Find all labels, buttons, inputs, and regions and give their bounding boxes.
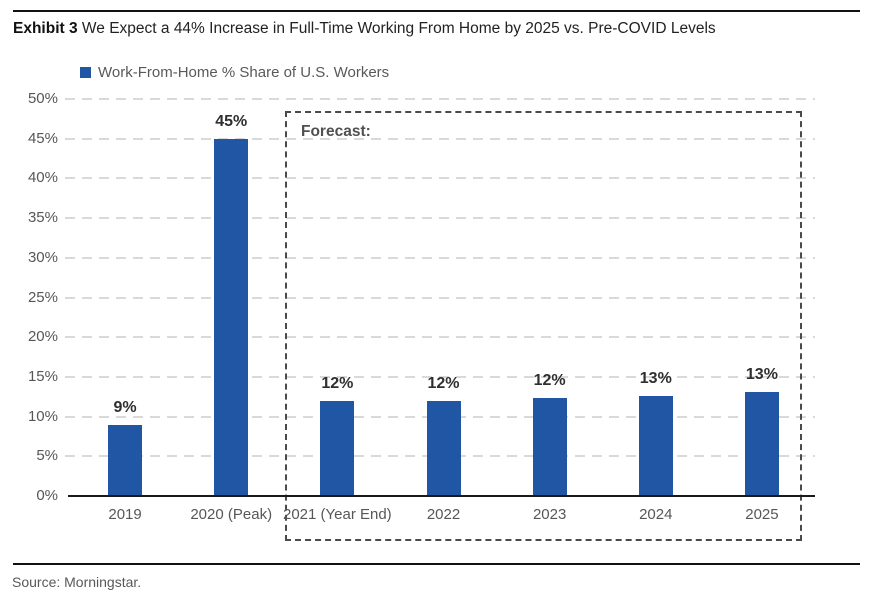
bar-value-2021 (Year End): 12%	[321, 374, 354, 392]
bar-value-2020 (Peak): 45%	[215, 112, 248, 130]
bar-2024	[638, 395, 673, 496]
gridline-25%	[65, 296, 815, 299]
bar-2022	[426, 400, 461, 496]
bar-2020 (Peak)	[214, 138, 249, 496]
gridline-45%	[65, 137, 815, 140]
bar-2025	[744, 391, 779, 496]
x-axis-label-2019: 2019	[108, 506, 142, 523]
y-axis-label-25%: 25%	[27, 288, 58, 306]
y-axis-label-0%: 0%	[36, 487, 58, 504]
y-axis-label-20%: 20%	[27, 328, 58, 346]
x-axis-label-2024: 2024	[639, 506, 673, 523]
gridline-40%	[65, 177, 815, 180]
source-note: Source: Morningstar.	[12, 574, 142, 590]
y-axis-label-15%: 15%	[27, 367, 58, 385]
bar-value-2024: 13%	[639, 369, 672, 387]
exhibit-title-text: We Expect a 44% Increase in Full-Time Wo…	[81, 20, 716, 37]
bar-2019	[108, 424, 143, 496]
gridline-50%	[65, 98, 815, 100]
x-axis-label-2025: 2025	[745, 506, 779, 523]
x-axis-label-2023: 2023	[532, 506, 567, 523]
x-axis-label-2020 (Peak): 2020 (Peak)	[190, 506, 273, 523]
y-axis-label-45%: 45%	[27, 129, 58, 147]
top-divider	[13, 10, 860, 12]
forecast-region: Forecast:	[285, 111, 802, 541]
bar-2021 (Year End)	[320, 400, 355, 496]
gridline-20%	[65, 336, 815, 339]
chart-legend: Work-From-Home % Share of U.S. Workers	[80, 64, 389, 81]
exhibit-number: Exhibit 3	[13, 20, 78, 37]
bottom-divider	[13, 563, 860, 565]
exhibit-title: Exhibit 3 We Expect a 44% Increase in Fu…	[13, 20, 716, 38]
y-axis-label-30%: 30%	[27, 248, 58, 266]
legend-swatch-icon	[80, 67, 91, 78]
x-axis-line	[68, 495, 815, 497]
y-axis-label-5%: 5%	[36, 447, 58, 465]
y-axis-label-50%: 50%	[27, 90, 58, 107]
y-axis-label-40%: 40%	[27, 169, 58, 187]
gridline-30%	[65, 256, 815, 259]
forecast-label: Forecast:	[301, 123, 371, 140]
bar-value-2022: 12%	[427, 374, 460, 392]
y-axis-label-35%: 35%	[27, 209, 58, 227]
y-axis-label-10%: 10%	[27, 407, 58, 425]
gridline-35%	[65, 217, 815, 220]
x-axis-label-2021 (Year End): 2021 (Year End)	[282, 506, 392, 523]
gridline-15%	[65, 375, 815, 378]
bar-value-2019: 9%	[113, 398, 137, 416]
bar-value-2025: 13%	[745, 365, 778, 383]
bar-2023	[532, 397, 567, 496]
legend-label: Work-From-Home % Share of U.S. Workers	[98, 64, 390, 81]
bar-value-2023: 12%	[533, 371, 566, 389]
x-axis-label-2022: 2022	[426, 506, 461, 523]
